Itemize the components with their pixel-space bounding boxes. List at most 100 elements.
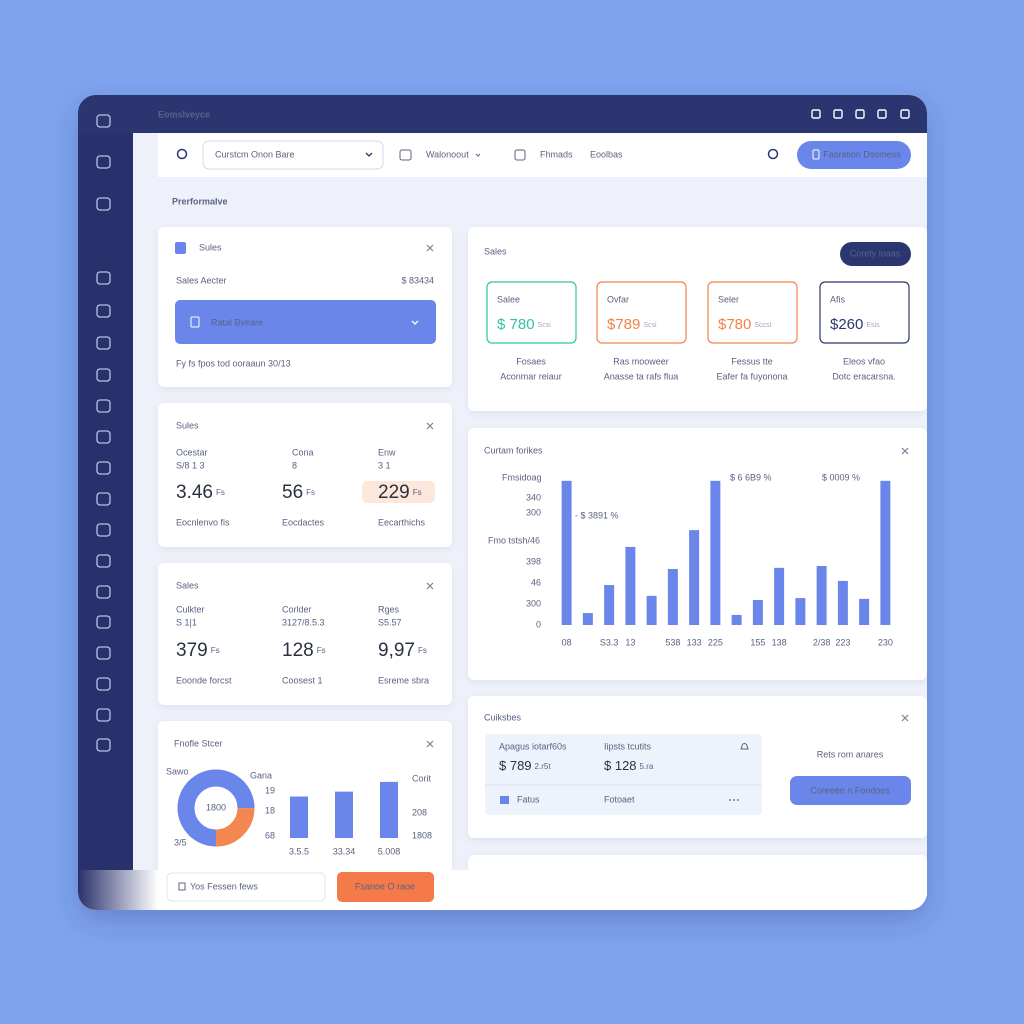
card-title: Fnofle Stcer	[174, 738, 223, 748]
donut-segment	[177, 769, 255, 847]
axis-text: Fmo tstsh/46	[488, 535, 540, 545]
close-icon[interactable]	[426, 582, 434, 590]
bar	[582, 613, 593, 625]
axis-text: 19	[265, 785, 275, 795]
tile[interactable]	[596, 281, 687, 344]
sidebar-icon[interactable]	[96, 646, 111, 660]
bar	[816, 565, 827, 625]
sidebar-icon[interactable]	[96, 677, 111, 691]
sidebar-icon[interactable]	[96, 554, 111, 568]
sidebar-icon[interactable]	[96, 399, 111, 413]
sidebar-icon[interactable]	[96, 738, 111, 752]
sidebar-icon[interactable]	[96, 336, 111, 350]
sidebar-icon[interactable]	[96, 197, 111, 211]
unit: Fs	[216, 488, 225, 497]
card-title: Cuiksbes	[484, 712, 522, 722]
select[interactable]	[175, 300, 436, 344]
stat-foot: Eecarthichs	[378, 517, 426, 527]
panel-label: Apagus iotarf60s	[499, 741, 567, 751]
axis-text: 46	[531, 577, 541, 587]
search-icon[interactable]	[176, 148, 188, 160]
y-tick-label: 0	[536, 619, 541, 629]
x-tick-label: 08	[562, 637, 572, 647]
tile-label: Seler	[718, 294, 739, 304]
top-icon[interactable]	[811, 109, 821, 119]
stat-label: Cona	[292, 447, 314, 457]
close-icon[interactable]	[901, 447, 909, 455]
tile-label: Afis	[830, 294, 846, 304]
axis-text: 18	[265, 805, 275, 815]
stat-label: Ocestar	[176, 447, 208, 457]
sidebar-icon[interactable]	[96, 615, 111, 629]
tile[interactable]	[486, 281, 577, 344]
bar	[731, 614, 742, 625]
sidebar-icon[interactable]	[96, 523, 111, 537]
sidebar-icon[interactable]	[96, 430, 111, 444]
axis-text: Corit	[412, 773, 432, 783]
stat-foot: Eocdactes	[282, 517, 325, 527]
footer-button[interactable]	[337, 872, 434, 902]
axis-text: 300	[526, 598, 541, 608]
dropdown[interactable]	[202, 140, 384, 170]
stat-sub: S/8 1 3	[176, 460, 205, 470]
x-tick-label: S3.3	[600, 637, 619, 647]
bar	[646, 595, 657, 625]
axis-text: 208	[412, 807, 427, 817]
stat-label: Culkter	[176, 604, 205, 614]
unit: Sccst	[754, 322, 771, 329]
top-icon[interactable]	[877, 109, 887, 119]
card-button[interactable]	[790, 776, 911, 805]
dot	[737, 799, 739, 801]
value: 379	[176, 640, 208, 661]
axis-text: 1808	[412, 830, 432, 840]
footer-input[interactable]	[166, 872, 326, 902]
stat-sub: 3127/8.5.3	[282, 617, 325, 627]
app-title: Eomslveyce	[158, 109, 210, 119]
top-icon[interactable]	[900, 109, 910, 119]
card	[468, 227, 927, 411]
input-text: Yos Fessen fews	[190, 881, 258, 891]
sidebar-icon[interactable]	[96, 155, 111, 169]
value: $780	[718, 316, 751, 333]
top-icon[interactable]	[855, 109, 865, 119]
sidebar-icon[interactable]	[96, 585, 111, 599]
tile[interactable]	[819, 281, 910, 344]
sidebar-icon[interactable]	[96, 492, 111, 506]
menu-text[interactable]: Walonoout	[426, 149, 469, 159]
row-text: Fotoaet	[604, 794, 635, 804]
button-text: Coreeee n Fondoes	[810, 785, 890, 795]
value-text: $260 Esis	[830, 316, 880, 333]
value: $ 780	[497, 316, 535, 333]
toolbar-link[interactable]: Eoolbas	[590, 149, 623, 159]
value: $ 128	[604, 758, 637, 773]
close-icon[interactable]	[426, 422, 434, 430]
value: 229	[378, 482, 410, 503]
sidebar-icon[interactable]	[96, 114, 111, 128]
button-text: Corety loaas	[850, 248, 901, 258]
sidebar-icon[interactable]	[96, 461, 111, 475]
sidebar-icon[interactable]	[96, 368, 111, 382]
badge: $ 83434	[401, 275, 434, 285]
close-icon[interactable]	[426, 244, 434, 252]
stat-sub: S 1|1	[176, 617, 197, 627]
tile[interactable]	[707, 281, 798, 344]
card-title: Curtam forikes	[484, 445, 543, 455]
toolbar-link[interactable]: Fhmads	[540, 149, 573, 159]
tile-desc: Anasse ta rafs flua	[604, 371, 679, 381]
annotation: $ 6 6B9 %	[730, 472, 772, 482]
select-text: Ratal Bveare	[211, 317, 263, 327]
toolbar-button[interactable]	[797, 141, 911, 169]
tile-label: Salee	[497, 294, 520, 304]
value-text: $780 Sccst	[718, 316, 772, 333]
search-icon[interactable]	[767, 148, 779, 160]
sidebar-icon[interactable]	[96, 304, 111, 318]
card-button[interactable]	[840, 242, 911, 266]
sidebar-icon[interactable]	[96, 708, 111, 722]
sidebar-icon[interactable]	[96, 271, 111, 285]
top-icon[interactable]	[833, 109, 843, 119]
y-tick-label: 300	[526, 507, 541, 517]
close-icon[interactable]	[426, 740, 434, 748]
value-text: 229 Fs	[378, 482, 422, 503]
close-icon[interactable]	[901, 714, 909, 722]
